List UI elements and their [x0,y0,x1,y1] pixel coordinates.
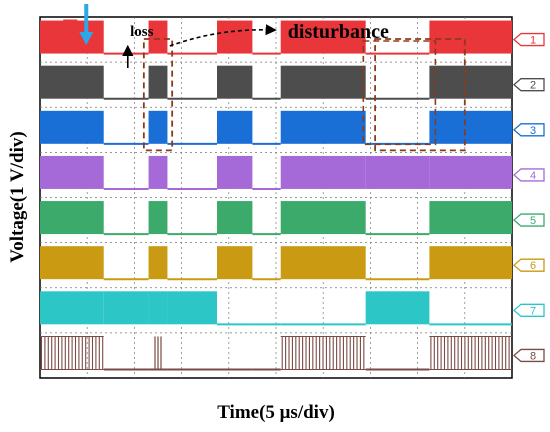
trace-high-segment [40,20,104,54]
trace-high-segment [429,155,512,189]
trace-high-segment [217,201,253,235]
channel-tag-label: 8 [530,350,536,362]
trace-high-segment [280,155,366,189]
channel-tag-box [513,303,545,317]
channel-tag-3: 3 [513,123,545,137]
trace-ch3 [40,110,512,145]
channel-tag-label: 4 [530,170,536,182]
channel-tag-label: 1 [530,35,536,47]
trace-high-segment [429,20,512,54]
trace-high-segment [280,20,366,54]
disturbance-event-box [374,38,466,152]
trace-high-segment [40,291,104,325]
channel-tag-5: 5 [513,213,545,227]
y-axis-label: Voltage(1 V/div) [7,131,28,262]
trace-ch5 [40,201,512,236]
channel-tag-2: 2 [513,78,545,92]
x-axis-label: Time(5 μs/div) [217,402,335,423]
trace-high-segment [280,201,366,235]
channel-tag-7: 7 [513,303,545,317]
trace-high-segment [429,246,512,280]
channel-tag-box [513,123,545,137]
trace-ch6 [40,246,512,281]
channel-tag-label: 2 [530,80,536,92]
trace-high-segment [429,201,512,235]
channel-tag-8: 8 [513,348,545,363]
channel-tag-4: 4 [513,168,545,182]
trace-high-segment [280,110,366,144]
trace-high-segment [40,201,104,235]
channel-tag-box [513,32,545,47]
channel-tag-box [513,258,545,272]
trace-ch4 [40,155,512,190]
loss-label: loss [130,24,154,40]
channel-tag-label: 3 [530,125,536,137]
channel-tag-1: 1 [513,32,545,47]
trace-high-segment [280,65,366,99]
trace-high-segment [429,110,512,144]
trace-high-segment [217,246,253,280]
trace-high-segment [148,246,168,280]
trace-ch2 [40,65,512,100]
trace-high-segment [148,201,168,235]
trace-high-segment [365,155,430,189]
trace-high-segment [217,110,253,144]
channel-tag-box [513,348,545,363]
channel-tag-6: 6 [513,258,545,272]
trace-high-segment [148,20,168,54]
trace-high-segment [217,20,253,54]
disturbance-arrow-icon [169,24,277,47]
trace-high-segment [40,110,104,144]
trace-high-segment [40,155,104,189]
trace-ch7 [40,291,512,326]
channel-tag-label: 6 [530,260,536,272]
trace-high-segment [217,65,253,99]
channel-tag-box [513,78,545,92]
trace-high-segment [429,65,512,99]
trace-high-segment [148,65,168,99]
channel-tag-label: 5 [530,215,536,227]
channel-tags: 1 2 3 4 5 6 7 8 [513,32,545,363]
trace-high-segment [217,155,253,189]
trigger-arrowhead-icon [79,32,94,45]
trace-ch1 [40,20,512,55]
trace-high-segment [103,291,149,325]
trigger-label: T [63,14,78,39]
channel-tag-label: 7 [530,305,536,317]
channel-tag-box [513,168,545,182]
channel-tag-box [513,213,545,227]
disturbance-label: disturbance [288,21,389,43]
loss-event-box [142,38,174,152]
trace-high-segment [40,65,104,99]
traces [40,20,512,371]
trace-high-segment [40,246,104,280]
trace-high-segment [148,291,168,325]
trace-high-segment [148,155,168,189]
trace-high-segment [148,110,168,144]
disturbance-inner-box [362,40,437,146]
trace-high-segment [365,291,430,325]
trace-high-segment [167,291,217,325]
trace-ch8 [40,335,512,371]
trace-high-segment [280,246,366,280]
